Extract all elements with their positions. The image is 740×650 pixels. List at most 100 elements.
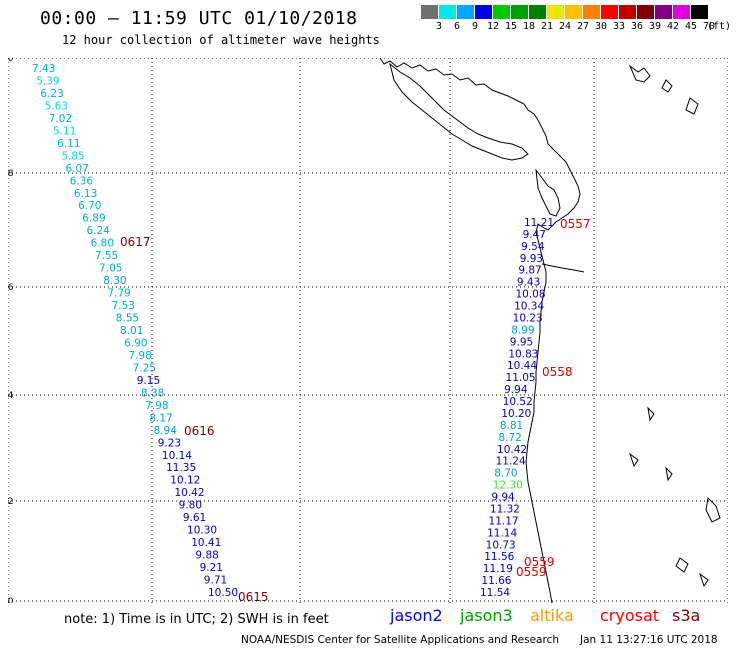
generation-timestamp: Jan 11 13:27:16 UTC 2018: [580, 634, 718, 646]
wave-height-value: 11.32: [490, 503, 520, 515]
color-swatch: [439, 5, 457, 19]
wave-height-value: 11.19: [483, 563, 513, 575]
wave-height-value: 7.98: [128, 350, 151, 362]
color-scale-label: 30: [594, 21, 608, 32]
wave-height-value: 9.80: [179, 500, 202, 512]
color-scale-label: 36: [630, 21, 644, 32]
color-scale-unit: (ft): [706, 21, 732, 32]
wave-height-value: 10.23: [513, 312, 543, 324]
color-swatch: [547, 5, 565, 19]
lat-lon-grid: 504846444240-135-132-129-126-123-120: [8, 58, 728, 603]
latitude-label: 40: [8, 597, 14, 603]
pass-time-label: 0615: [238, 590, 269, 603]
wave-height-value: 8.38: [141, 387, 164, 399]
wave-height-value: 7.25: [133, 362, 156, 374]
coastline-inland-lakes: [628, 64, 721, 588]
wave-height-value: 5.63: [45, 100, 68, 112]
color-scale-swatches: [421, 5, 740, 19]
wave-height-value: 8.17: [149, 412, 172, 424]
latitude-label: 48: [8, 169, 14, 179]
color-scale-labels: 3 6 9 12 15 18 21 24 27 30 33 36 39 42 45 70 (ft): [421, 19, 740, 33]
coastline-vancouver-island: [389, 62, 529, 161]
wave-height-value: 9.95: [510, 336, 533, 348]
wave-height-value: 9.21: [200, 562, 223, 574]
color-swatch: [529, 5, 547, 19]
pass-time-label: 0557: [560, 217, 591, 231]
wave-height-value: 10.08: [515, 289, 545, 301]
footnote: note: 1) Time is in UTC; 2) SWH is in fe…: [64, 612, 329, 627]
wave-height-value: 9.15: [137, 375, 160, 387]
wave-height-value: 7.05: [99, 263, 122, 275]
coastline: [379, 58, 721, 603]
color-swatch: [655, 5, 673, 19]
wave-height-value: 6.36: [70, 175, 94, 187]
wave-height-value: 8.30: [103, 275, 126, 287]
color-scale-label: 70: [702, 21, 716, 32]
wave-height-value: 10.20: [501, 408, 531, 420]
wave-height-value: 6.90: [124, 337, 147, 349]
color-scale: 3 6 9 12 15 18 21 24 27 30 33 36 39 42 45 70 (ft): [421, 5, 740, 33]
latitude-label: 44: [8, 391, 14, 401]
wave-height-value: 9.61: [183, 512, 206, 524]
wave-height-value: 10.52: [503, 396, 533, 408]
wave-height-value: 10.34: [514, 301, 544, 313]
wave-height-value: 5.39: [36, 75, 59, 87]
wave-height-value: 6.13: [74, 188, 97, 200]
wave-height-value: 9.54: [521, 241, 545, 253]
wave-height-value: 6.24: [86, 225, 110, 237]
wave-height-value: 12.30: [493, 480, 523, 492]
wave-height-value: 8.94: [154, 425, 178, 437]
color-swatch: [583, 5, 601, 19]
track-east: 11.219.479.549.939.879.4310.0810.3410.23…: [480, 217, 554, 599]
wave-height-value: 10.12: [170, 475, 200, 487]
color-scale-label: 3: [435, 21, 443, 32]
color-swatch: [511, 5, 529, 19]
wave-height-value: 6.80: [91, 238, 114, 250]
wave-height-value: 7.43: [32, 63, 55, 75]
color-scale-label: 6: [453, 21, 461, 32]
track-west: 7.435.396.235.637.025.116.115.856.076.36…: [32, 63, 238, 599]
wave-height-value: 9.47: [523, 229, 546, 241]
pass-time-label: 0559: [516, 565, 547, 579]
wave-height-value: 10.14: [162, 450, 192, 462]
color-scale-label: 27: [576, 21, 590, 32]
color-scale-label: 45: [684, 21, 698, 32]
wave-height-value: 8.70: [494, 468, 517, 480]
wave-height-value: 8.81: [500, 420, 523, 432]
wave-height-value: 10.44: [507, 360, 537, 372]
color-scale-label: 24: [558, 21, 572, 32]
color-scale-label: 12: [486, 21, 500, 32]
coastline-mainland: [379, 58, 581, 603]
wave-height-value: 6.07: [66, 163, 89, 175]
color-swatch: [601, 5, 619, 19]
wave-height-value: 9.71: [204, 575, 227, 587]
wave-height-value: 11.54: [480, 587, 510, 599]
wave-height-value: 9.23: [158, 437, 181, 449]
color-scale-label: 33: [612, 21, 626, 32]
wave-height-value: 10.41: [191, 537, 221, 549]
color-scale-label: 9: [471, 21, 479, 32]
wave-height-value: 10.73: [486, 539, 516, 551]
pass-time-label: 0558: [542, 365, 573, 379]
wave-height-value: 8.99: [511, 324, 534, 336]
color-swatch: [691, 5, 709, 19]
color-scale-label: 15: [504, 21, 518, 32]
credit-text: NOAA/NESDIS Center for Satellite Applica…: [241, 634, 559, 646]
wave-height-value: 7.53: [112, 300, 135, 312]
legend-cryosat: cryosat: [600, 606, 660, 625]
legend-s3a: s3a: [672, 606, 701, 625]
wave-height-value: 11.21: [524, 217, 554, 229]
wave-height-value: 7.55: [95, 250, 118, 262]
wave-height-value: 8.55: [116, 313, 139, 325]
legend-altika: altika: [530, 606, 574, 625]
color-scale-label: 42: [666, 21, 680, 32]
wave-height-value: 9.87: [518, 265, 541, 277]
wave-height-value: 11.35: [166, 462, 196, 474]
page-subtitle: 12 hour collection of altimeter wave hei…: [62, 33, 380, 47]
wave-height-value: 11.05: [506, 372, 536, 384]
legend-jason2: jason2: [390, 606, 443, 625]
color-scale-label: 21: [540, 21, 554, 32]
wave-height-value: 9.43: [517, 277, 540, 289]
